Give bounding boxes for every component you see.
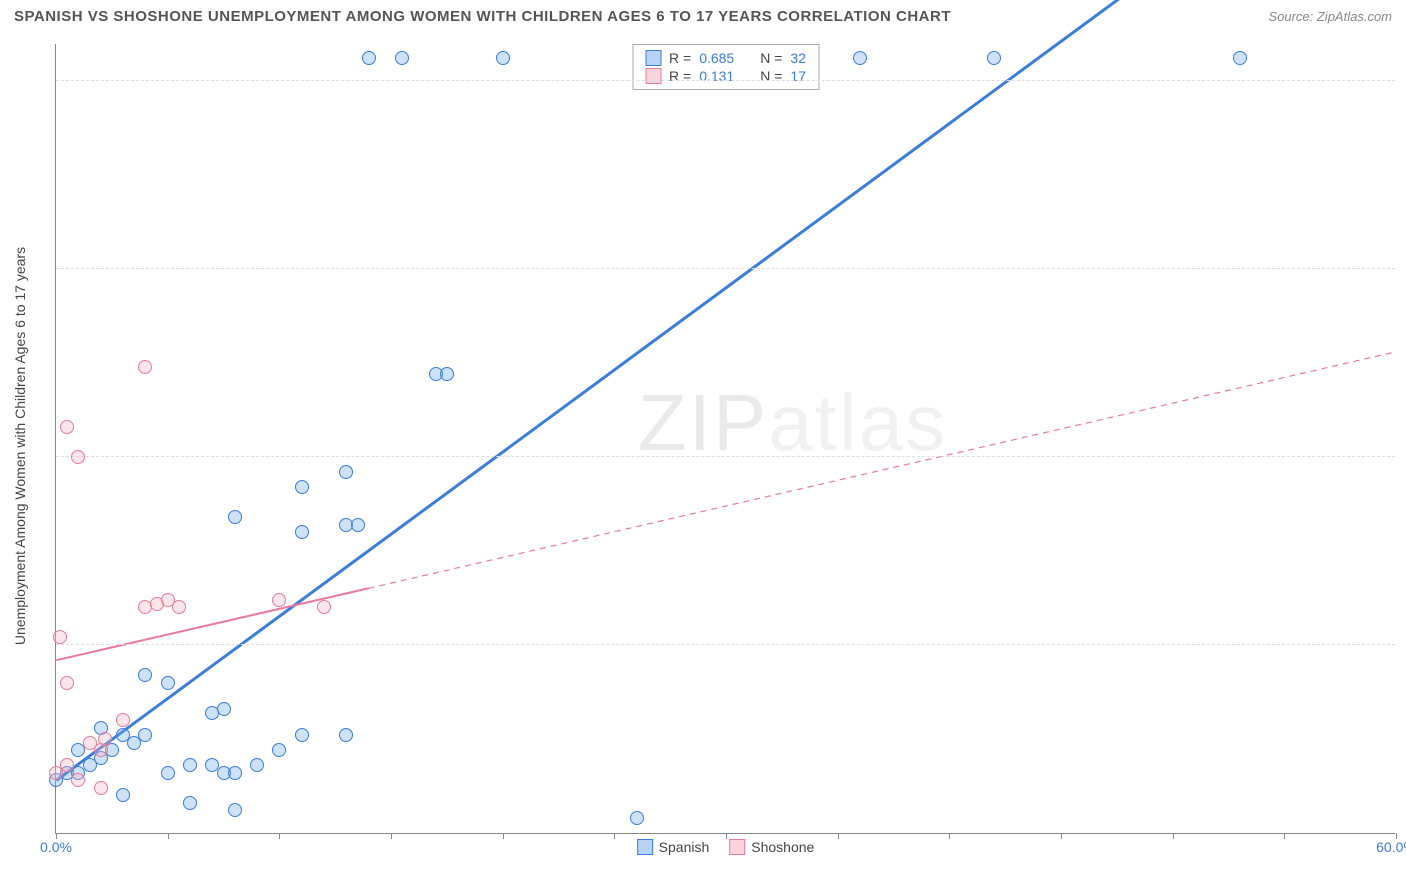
r-label: R = [669,50,691,66]
data-point [362,51,376,65]
chart-title: SPANISH VS SHOSHONE UNEMPLOYMENT AMONG W… [14,8,951,25]
data-point [295,728,309,742]
n-label: N = [760,50,782,66]
gridline-h [56,268,1395,269]
y-axis-title: Unemployment Among Women with Children A… [12,247,28,645]
legend-label: Shoshone [751,839,814,855]
y-tick-label: 75.0% [1400,261,1406,277]
data-point [183,758,197,772]
data-point [138,728,152,742]
data-point [138,668,152,682]
legend-swatch [637,839,653,855]
data-point [60,420,74,434]
trend-line-dashed [369,352,1395,588]
x-tick [614,833,615,839]
data-point [395,51,409,65]
legend-swatch [729,839,745,855]
x-tick [168,833,169,839]
x-tick [391,833,392,839]
data-point [94,781,108,795]
legend-item: Spanish [637,839,710,855]
x-tick [1061,833,1062,839]
stats-legend-box: R = 0.685 N = 32 R = 0.131 N = 17 [632,44,819,90]
gridline-h [56,644,1395,645]
legend-swatch [645,68,661,84]
y-tick-label: 25.0% [1400,637,1406,653]
r-value: 0.131 [699,68,734,84]
data-point [71,450,85,464]
data-point [98,732,112,746]
x-tick [279,833,280,839]
data-point [440,367,454,381]
x-tick [503,833,504,839]
n-label: N = [760,68,782,84]
stats-row: R = 0.685 N = 32 [645,49,806,67]
data-point [339,728,353,742]
data-point [71,773,85,787]
gridline-h [56,80,1395,81]
data-point [987,51,1001,65]
trend-line-solid [56,0,1394,780]
data-point [138,360,152,374]
x-tick [838,833,839,839]
data-point [172,600,186,614]
data-point [228,510,242,524]
x-tick [1173,833,1174,839]
data-point [228,766,242,780]
gridline-h [56,456,1395,457]
x-tick [726,833,727,839]
legend-swatch [645,50,661,66]
n-value: 17 [790,68,806,84]
stats-row: R = 0.131 N = 17 [645,67,806,85]
x-tick [949,833,950,839]
data-point [161,676,175,690]
data-point [217,702,231,716]
n-value: 32 [790,50,806,66]
data-point [1233,51,1247,65]
r-value: 0.685 [699,50,734,66]
series-legend: Spanish Shoshone [637,839,815,855]
data-point [228,803,242,817]
data-point [53,630,67,644]
legend-label: Spanish [659,839,710,855]
data-point [116,788,130,802]
x-tick [1284,833,1285,839]
y-tick-label: 50.0% [1400,449,1406,465]
data-point [272,743,286,757]
y-tick-label: 100.0% [1400,73,1406,89]
data-point [183,796,197,810]
r-label: R = [669,68,691,84]
data-point [161,766,175,780]
trend-line-solid [56,588,368,660]
data-point [295,480,309,494]
data-point [317,600,331,614]
data-point [295,525,309,539]
data-point [853,51,867,65]
trend-lines [56,44,1395,833]
data-point [250,758,264,772]
legend-item: Shoshone [729,839,814,855]
data-point [272,593,286,607]
data-point [339,465,353,479]
data-point [60,758,74,772]
x-tick-label: 60.0% [1376,839,1406,855]
data-point [351,518,365,532]
data-point [496,51,510,65]
data-point [630,811,644,825]
data-point [60,676,74,690]
data-point [116,713,130,727]
scatter-plot: ZIPatlas R = 0.685 N = 32 R = 0.131 N = … [55,44,1395,834]
x-tick-label: 0.0% [40,839,72,855]
source-label: Source: ZipAtlas.com [1268,9,1392,24]
